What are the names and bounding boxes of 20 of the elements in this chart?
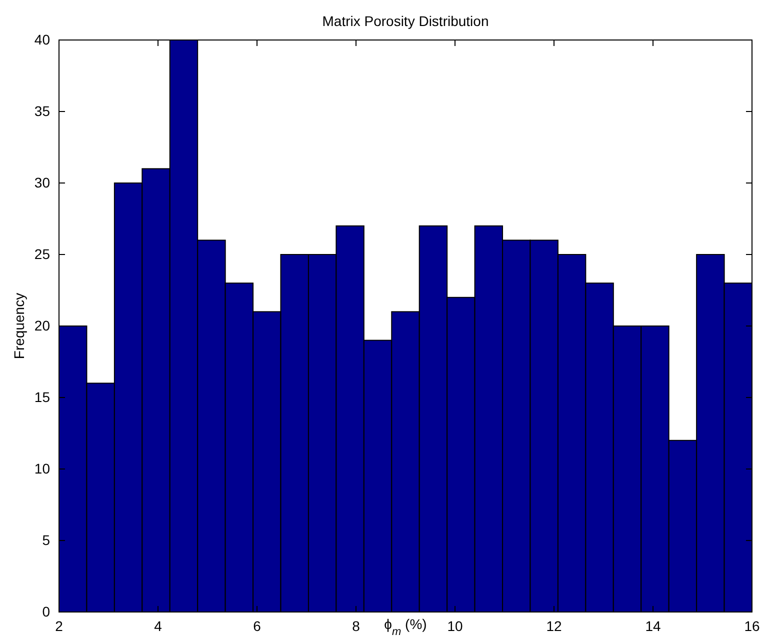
y-tick-label: 30 — [34, 174, 50, 190]
x-tick-label: 12 — [546, 618, 562, 634]
x-tick-label: 2 — [55, 618, 64, 634]
y-tick-label: 5 — [42, 532, 50, 548]
y-tick-label: 35 — [34, 102, 50, 119]
x-tick-label: 14 — [645, 618, 661, 634]
y-tick-label: 10 — [34, 460, 50, 476]
x-tick-label: 6 — [253, 618, 262, 634]
chart-title: Matrix Porosity Distribution — [322, 13, 489, 29]
x-axis-title: ϕ$_{m}$ (%) — [384, 616, 427, 638]
y-tick-label: 20 — [34, 317, 50, 334]
x-tick-label: 4 — [154, 618, 162, 634]
y-axis-title: Frequency — [11, 292, 27, 360]
y-tick-label: 0 — [42, 603, 50, 620]
x-tick-label: 10 — [447, 618, 463, 634]
y-tick-label: 40 — [34, 31, 50, 48]
x-tick-label: 8 — [352, 618, 360, 634]
x-tick-label: 16 — [744, 618, 760, 634]
y-tick-label: 25 — [34, 246, 50, 262]
y-tick-label: 15 — [34, 388, 50, 405]
